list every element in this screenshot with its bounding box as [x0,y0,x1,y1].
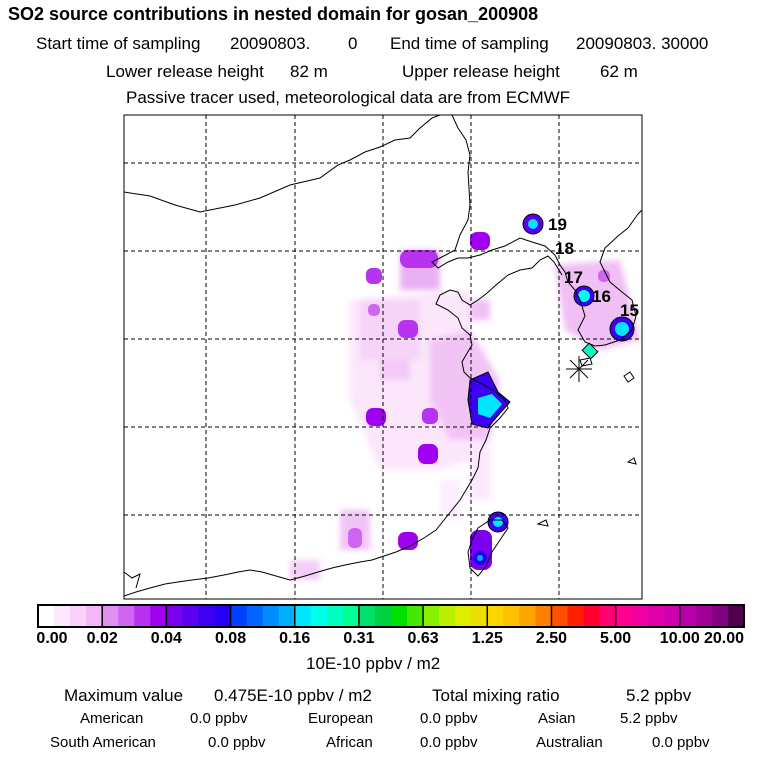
colorbar-segment [230,605,248,627]
colorbar [37,604,745,628]
max-value-label: Maximum value [64,686,184,705]
page-title: SO2 source contributions in nested domai… [8,4,539,24]
colorbar-segment [166,605,183,627]
african-value: 0.0 ppbv [420,734,478,751]
australian-label: Australian [536,734,603,751]
south-american-label: South American [50,734,156,751]
colorbar-segment [214,605,232,627]
colorbar-tick-label: 20.00 [703,630,745,647]
african-label: African [326,734,373,751]
source-label: 19 [548,215,567,234]
colorbar-tick-label: 0.00 [36,630,68,647]
receptor-asterisk-icon [566,356,592,382]
colorbar-segment [439,605,456,627]
colorbar-segment [198,605,215,627]
max-value: 0.475E-10 ppbv / m2 [214,686,372,705]
source-label: 18 [555,239,574,258]
colorbar-segment [423,605,440,627]
colorbar-segment [358,605,376,627]
map-frame [123,114,643,600]
colorbar-segment [631,605,649,627]
colorbar-units: 10E-10 ppbv / m2 [306,654,441,673]
colorbar-segment [695,605,713,627]
colorbar-segment [326,605,344,627]
colorbar-segment [663,605,681,627]
colorbar-tick-label: 0.08 [214,630,247,647]
colorbar-segment [407,605,424,627]
colorbar-segment [134,605,151,627]
colorbar-segment [150,605,167,627]
start-time-label: Start time of sampling [36,34,201,53]
lat-lon-grid [124,115,642,599]
australian-value: 0.0 ppbv [652,734,710,751]
colorbar-segment [519,605,536,627]
colorbar-segment [471,605,488,627]
total-mixing-value: 5.2 ppbv [626,686,692,705]
south-american-value: 0.0 ppbv [208,734,266,751]
colorbar-tick-label: 10.00 [659,630,700,647]
source-blobs-high [467,213,635,565]
colorbar-segment [567,605,585,627]
colorbar-segment [54,605,71,627]
end-time-value: 20090803. 30000 [576,34,709,53]
lower-height-value: 82 m [290,62,328,81]
colorbar-segment [551,605,568,627]
coastlines [124,115,642,597]
start-time-value: 20090803. [230,34,311,53]
colorbar-segment [294,605,312,627]
colorbar-segment [727,605,745,627]
source-label: 16 [592,287,611,306]
colorbar-tick-label: 2.50 [535,630,568,647]
start-time-hour: 0 [348,34,358,53]
upper-height-label: Upper release height [402,62,560,81]
colorbar-segment [278,605,296,627]
colorbar-segment [679,605,697,627]
colorbar-segment [102,605,119,627]
colorbar-segment [599,605,617,627]
colorbar-tick-label: 5.00 [600,630,632,647]
data-source-note: Passive tracer used, meteorological data… [126,88,571,107]
colorbar-segment [455,605,472,627]
colorbar-segment [342,605,360,627]
colorbar-segment [38,605,55,627]
colorbar-segment [647,605,665,627]
colorbar-segment [118,605,135,627]
colorbar-tick-label: 0.04 [150,630,182,647]
lower-height-label: Lower release height [106,62,264,81]
colorbar-tick-label: 0.31 [343,630,375,647]
colorbar-tick-label: 1.25 [471,630,503,647]
colorbar-segment [86,605,103,627]
european-label: European [308,710,374,727]
colorbar-segment [487,605,504,627]
source-label: 15 [620,301,639,320]
american-label: American [80,710,144,727]
colorbar-segment [583,605,601,627]
colorbar-segment [391,605,408,627]
colorbar-segment [374,605,392,627]
colorbar-tick-label: 0.63 [407,630,439,647]
colorbar-tick-label: 0.02 [86,630,118,647]
american-value: 0.0 ppbv [190,710,248,727]
end-time-label: End time of sampling [390,34,549,53]
source-label: 17 [564,268,583,287]
colorbar-segment [262,605,280,627]
colorbar-segment [503,605,520,627]
colorbar-segment [182,605,199,627]
asian-value: 5.2 ppbv [620,710,678,727]
colorbar-segment [246,605,264,627]
colorbar-segment [711,605,729,627]
colorbar-segment [310,605,328,627]
map-area: 19 18 17 16 15 [124,115,642,599]
colorbar-segment [70,605,87,627]
upper-height-value: 62 m [600,62,638,81]
colorbar-segment [535,605,552,627]
total-mixing-label: Total mixing ratio [432,686,560,705]
colorbar-segment [615,605,633,627]
colorbar-tick-label: 0.16 [279,630,311,647]
european-value: 0.0 ppbv [420,710,478,727]
asian-label: Asian [538,710,576,727]
